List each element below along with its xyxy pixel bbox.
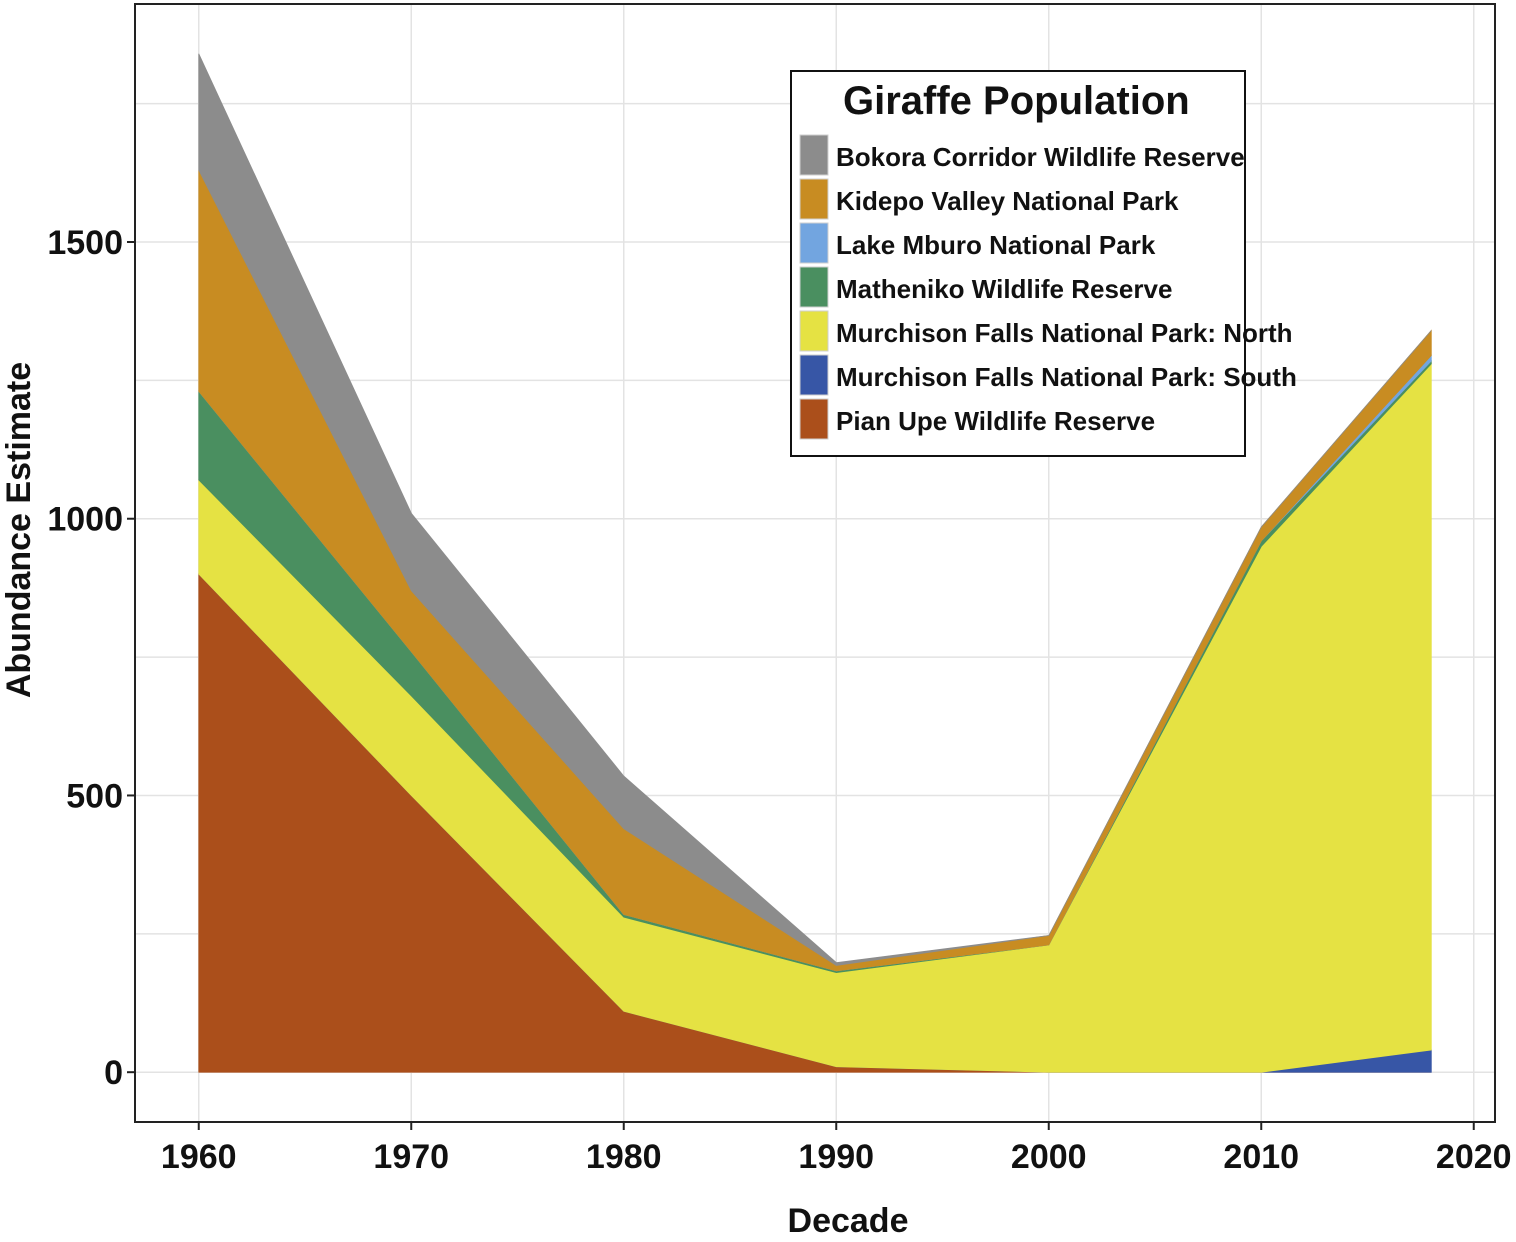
legend-label: Murchison Falls National Park: North [836,318,1293,348]
legend-swatch [799,222,829,264]
x-tick-label: 1960 [161,1138,237,1176]
y-axis-tick-labels: 0 500 1000 1500 [47,224,123,1092]
y-tick-label: 0 [104,1054,123,1092]
y-tick-label: 1000 [47,501,123,539]
legend-label: Lake Mburo National Park [836,230,1156,260]
x-axis-title: Decade [788,1202,909,1240]
legend-swatch [799,398,829,440]
legend-swatch [799,354,829,396]
axis-ticks [127,240,1475,1130]
legend-label: Matheniko Wildlife Reserve [836,274,1172,304]
legend-label: Murchison Falls National Park: South [836,362,1297,392]
legend-title: Giraffe Population [843,79,1190,123]
x-tick-label: 2000 [1011,1138,1087,1176]
x-tick-label: 1970 [373,1138,449,1176]
legend-label: Kidepo Valley National Park [836,186,1179,216]
legend-item: Murchison Falls National Park: North [799,310,1293,352]
x-axis-tick-labels: 1960 1970 1980 1990 2000 2010 2020 [161,1138,1512,1176]
legend-item: Bokora Corridor Wildlife Reserve [799,134,1245,176]
y-tick-label: 500 [66,777,123,815]
stacked-areas [198,53,1432,1073]
legend-swatch [799,178,829,220]
plot-panel-border [134,3,1496,1123]
legend-item: Murchison Falls National Park: South [799,354,1297,396]
legend-item: Kidepo Valley National Park [799,178,1179,220]
x-tick-label: 2010 [1223,1138,1299,1176]
x-tick-label: 1990 [798,1138,874,1176]
legend-swatch [799,134,829,176]
legend-item: Lake Mburo National Park [799,222,1156,264]
area-bokora-corridor-wildlife-reserve [198,53,1432,966]
legend-items: Bokora Corridor Wildlife Reserve Kidepo V… [799,134,1297,440]
legend-label: Bokora Corridor Wildlife Reserve [836,142,1245,172]
legend-label: Pian Upe Wildlife Reserve [836,406,1155,436]
legend-swatch [799,310,829,352]
legend-swatch [799,266,829,308]
x-tick-label: 2020 [1436,1138,1512,1176]
legend-box [790,70,1246,457]
legend-item: Pian Upe Wildlife Reserve [799,398,1155,440]
y-tick-label: 1500 [47,224,123,262]
legend: Giraffe Population Bokora Corridor Wildl… [790,70,1297,457]
x-tick-label: 1980 [586,1138,662,1176]
y-axis-title: Abundance Estimate [0,362,38,698]
legend-item: Matheniko Wildlife Reserve [799,266,1172,308]
